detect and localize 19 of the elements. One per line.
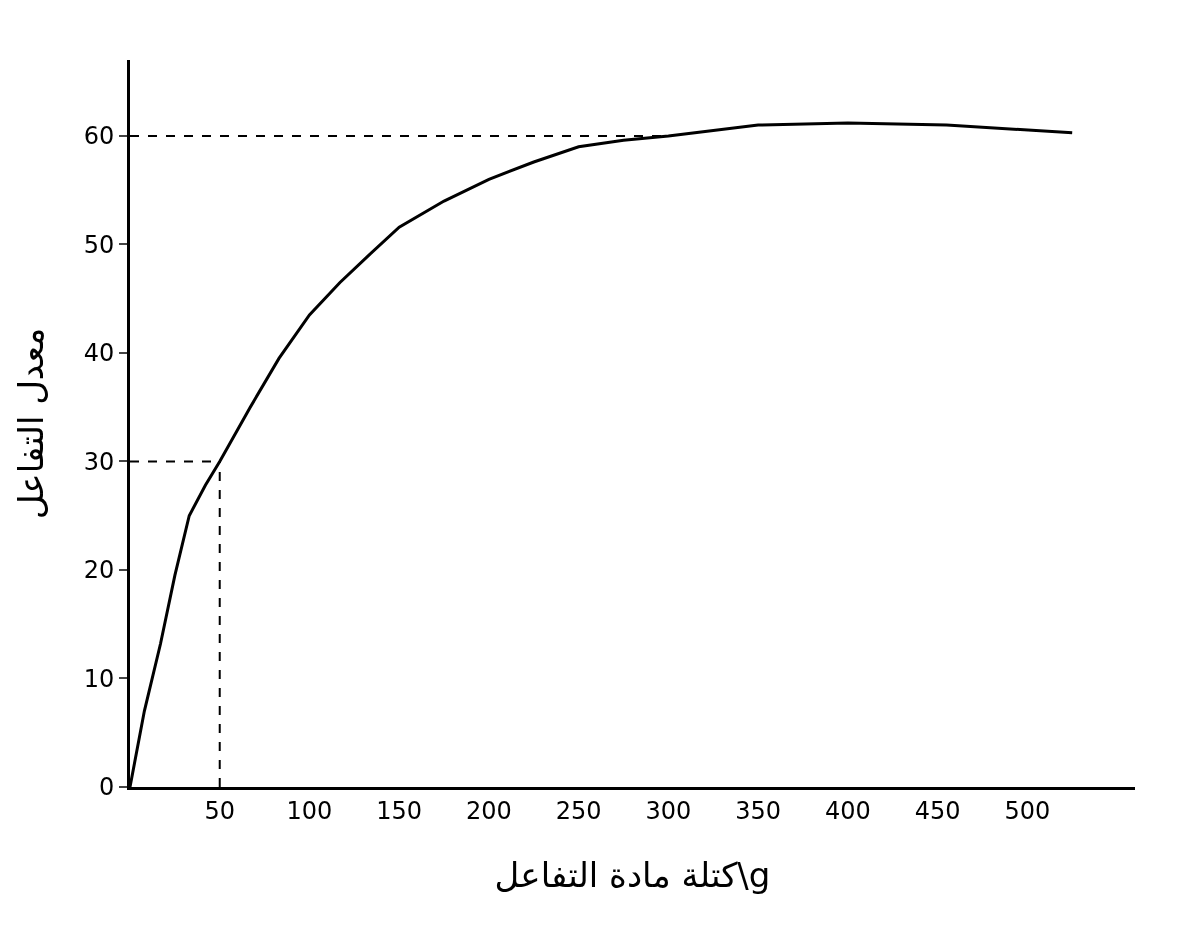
y-tick-label: 10 [83,664,115,693]
x-axis-title: كتلة مادة التفاعل\g [494,855,771,896]
x-tick-label: 250 [555,796,602,825]
x-tick-label: 150 [376,796,423,825]
x-tick-label: 200 [466,796,512,825]
y-tick-label: 20 [83,556,115,585]
x-tick-label: 400 [824,796,871,825]
x-tick-label: 350 [735,796,782,825]
x-tick-label: 500 [1004,796,1051,825]
y-tick-label: 30 [83,447,115,476]
y-tick-label: 0 [98,773,115,802]
x-tick-label: 450 [914,796,961,825]
y-axis-title: معدل التفاعل [11,327,52,520]
y-tick-label: 60 [83,122,115,151]
x-tick-label: 100 [286,796,333,825]
y-tick-label: 50 [83,230,115,259]
x-tick-label: 50 [204,796,235,825]
x-tick-label: 300 [645,796,692,825]
y-tick-label: 40 [83,339,115,368]
